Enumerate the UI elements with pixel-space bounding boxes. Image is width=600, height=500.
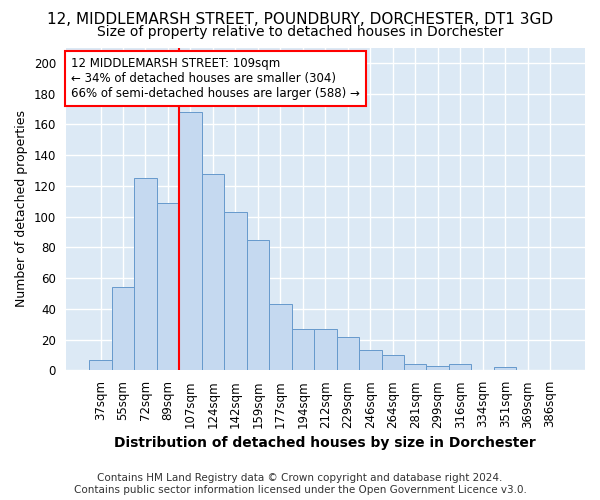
Bar [179,112,202,370]
Bar [314,329,337,370]
Text: Size of property relative to detached houses in Dorchester: Size of property relative to detached ho… [97,25,503,39]
Text: 12 MIDDLEMARSH STREET: 109sqm
← 34% of detached houses are smaller (304)
66% of : 12 MIDDLEMARSH STREET: 109sqm ← 34% of d… [71,57,360,100]
Bar [292,329,314,370]
Y-axis label: Number of detached properties: Number of detached properties [15,110,28,308]
X-axis label: Distribution of detached houses by size in Dorchester: Distribution of detached houses by size … [115,436,536,450]
Text: 12, MIDDLEMARSH STREET, POUNDBURY, DORCHESTER, DT1 3GD: 12, MIDDLEMARSH STREET, POUNDBURY, DORCH… [47,12,553,28]
Bar [449,364,472,370]
Bar [134,178,157,370]
Bar [382,355,404,370]
Bar [202,174,224,370]
Bar [359,350,382,370]
Bar [427,366,449,370]
Text: Contains HM Land Registry data © Crown copyright and database right 2024.
Contai: Contains HM Land Registry data © Crown c… [74,474,526,495]
Bar [157,203,179,370]
Bar [247,240,269,370]
Bar [494,367,517,370]
Bar [269,304,292,370]
Bar [89,360,112,370]
Bar [337,336,359,370]
Bar [112,288,134,370]
Bar [224,212,247,370]
Bar [404,364,427,370]
